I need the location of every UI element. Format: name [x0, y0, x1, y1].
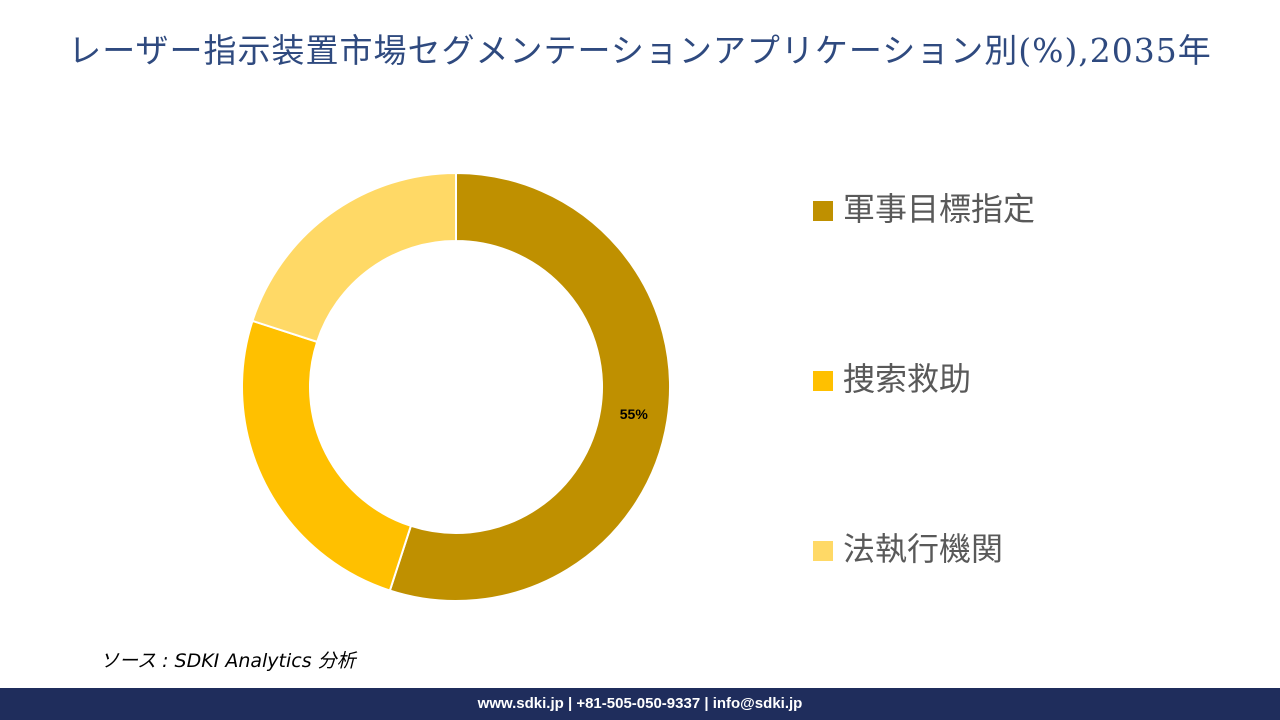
- donut-segment: [241, 319, 413, 592]
- legend-swatch: [813, 541, 833, 561]
- data-label: 55%: [620, 406, 649, 422]
- legend-label: 軍事目標指定: [843, 190, 1035, 228]
- chart-title: レーザー指示装置市場セグメンテーションアプリケーション別(%),2035年: [68, 31, 1212, 70]
- donut-segment: [251, 171, 457, 344]
- legend-swatch: [813, 201, 833, 221]
- footer: www.sdki.jp | +81-505-050-9337 | info@sd…: [0, 688, 1280, 720]
- legend-swatch: [813, 371, 833, 391]
- legend-label: 捜索救助: [843, 360, 971, 398]
- legend-label: 法執行機関: [843, 530, 1003, 568]
- source-note: ソース : SDKI Analytics 分析: [100, 650, 356, 672]
- donut-segment: [388, 171, 671, 602]
